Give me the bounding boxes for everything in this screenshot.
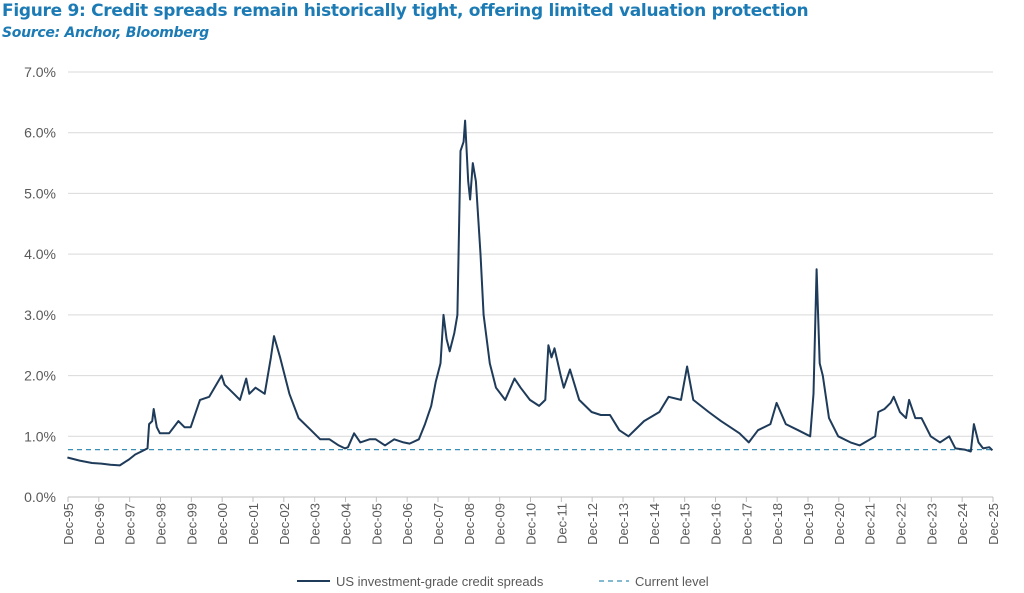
x-tick-label: Dec-06 xyxy=(400,503,415,545)
series-lines xyxy=(67,119,994,467)
x-tick-label: Dec-17 xyxy=(739,503,754,545)
x-tick-label: Dec-03 xyxy=(308,503,323,545)
x-tick-label: Dec-16 xyxy=(709,503,724,545)
x-tick-label: Dec-22 xyxy=(894,503,909,545)
y-axis-ticks: 0.0% 1.0% 2.0% 3.0% 4.0% 5.0% 6.0% 7.0% xyxy=(24,64,56,505)
x-tick-label: Dec-24 xyxy=(955,503,970,545)
y-tick-label: 0.0% xyxy=(24,489,56,505)
x-tick-label: Dec-04 xyxy=(339,503,354,545)
x-tick-label: Dec-13 xyxy=(616,503,631,545)
x-tick-label: Dec-18 xyxy=(770,503,785,545)
spreads-series-line xyxy=(67,119,994,467)
y-tick-label: 4.0% xyxy=(24,246,56,262)
chart-title: Figure 9: Credit spreads remain historic… xyxy=(2,1,809,21)
x-tick-label: Dec-25 xyxy=(986,503,1001,545)
x-tick-label: Dec-01 xyxy=(246,503,261,545)
x-tick-label: Dec-96 xyxy=(92,503,107,545)
x-tick-label: Dec-05 xyxy=(369,503,384,545)
x-tick-label: Dec-21 xyxy=(863,503,878,545)
x-tick-label: Dec-14 xyxy=(647,503,662,545)
y-tick-label: 5.0% xyxy=(24,185,56,201)
x-axis-ticks: Dec-95 Dec-96 Dec-97 Dec-98 Dec-99 Dec-00 Dec-… xyxy=(61,496,1001,545)
y-tick-label: 7.0% xyxy=(24,64,56,80)
chart-subtitle: Source: Anchor, Bloomberg xyxy=(2,25,209,41)
y-tick-label: 1.0% xyxy=(24,428,56,444)
x-tick-label: Dec-08 xyxy=(462,503,477,545)
x-tick-label: Dec-00 xyxy=(215,503,230,545)
x-tick-label: Dec-23 xyxy=(924,503,939,545)
x-tick-label: Dec-20 xyxy=(832,503,847,545)
x-tick-label: Dec-97 xyxy=(123,503,138,545)
x-tick-label: Dec-19 xyxy=(801,503,816,545)
legend-label-current: Current level xyxy=(635,574,709,589)
gridlines xyxy=(68,71,993,437)
x-tick-label: Dec-99 xyxy=(184,503,199,545)
y-tick-label: 3.0% xyxy=(24,307,56,323)
legend-label-spreads: US investment-grade credit spreads xyxy=(336,574,544,589)
x-tick-label: Dec-11 xyxy=(554,503,569,544)
x-tick-label: Dec-15 xyxy=(678,503,693,545)
x-tick-label: Dec-95 xyxy=(61,503,76,545)
y-tick-label: 2.0% xyxy=(24,368,56,384)
x-tick-label: Dec-98 xyxy=(154,503,169,545)
x-tick-label: Dec-07 xyxy=(431,503,446,545)
x-tick-label: Dec-09 xyxy=(493,503,508,545)
legend: US investment-grade credit spreads Curre… xyxy=(297,574,709,589)
y-tick-label: 6.0% xyxy=(24,125,56,141)
x-tick-label: Dec-02 xyxy=(277,503,292,545)
x-tick-label: Dec-10 xyxy=(524,503,539,545)
x-tick-label: Dec-12 xyxy=(585,503,600,545)
